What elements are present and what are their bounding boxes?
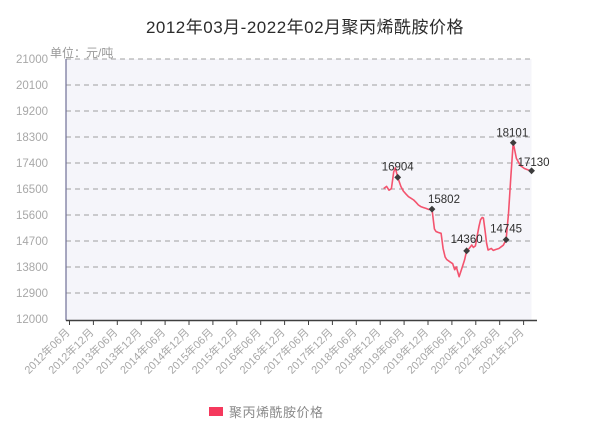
data-point-marker — [428, 205, 436, 213]
y-tick-label: 16500 — [16, 184, 48, 196]
y-tick-label: 13800 — [16, 262, 48, 274]
chart-title: 2012年03月-2022年02月聚丙烯酰胺价格 — [145, 18, 465, 37]
data-point-marker — [509, 139, 517, 147]
data-point-label: 17130 — [518, 157, 550, 169]
y-tick-label: 18300 — [16, 132, 48, 144]
y-tick-label: 12000 — [16, 314, 48, 326]
data-point-marker — [463, 247, 471, 255]
y-tick-label: 21000 — [16, 54, 48, 66]
legend: 聚丙烯酰胺价格 — [209, 402, 324, 421]
y-tick-label: 19200 — [16, 106, 48, 118]
y-tick-label: 17400 — [16, 158, 48, 170]
data-point-label: 16904 — [382, 161, 415, 173]
data-point-label: 14360 — [451, 234, 483, 246]
legend-swatch — [209, 407, 223, 416]
y-tick-label: 14700 — [16, 236, 48, 248]
y-tick-label: 12900 — [16, 288, 48, 300]
unit-label: 单位：元/吨 — [50, 45, 113, 60]
data-point-label: 15802 — [428, 194, 460, 206]
y-tick-label: 20100 — [16, 80, 48, 92]
price-line — [383, 141, 533, 278]
plot-background — [66, 59, 532, 320]
data-point-marker — [502, 236, 510, 244]
data-point-marker — [394, 173, 402, 181]
y-tick-label: 15600 — [16, 210, 48, 222]
legend-series-label: 聚丙烯酰胺价格 — [229, 405, 324, 420]
data-point-marker — [528, 167, 535, 175]
data-point-label: 18101 — [496, 128, 528, 140]
data-point-label: 14745 — [490, 224, 522, 236]
